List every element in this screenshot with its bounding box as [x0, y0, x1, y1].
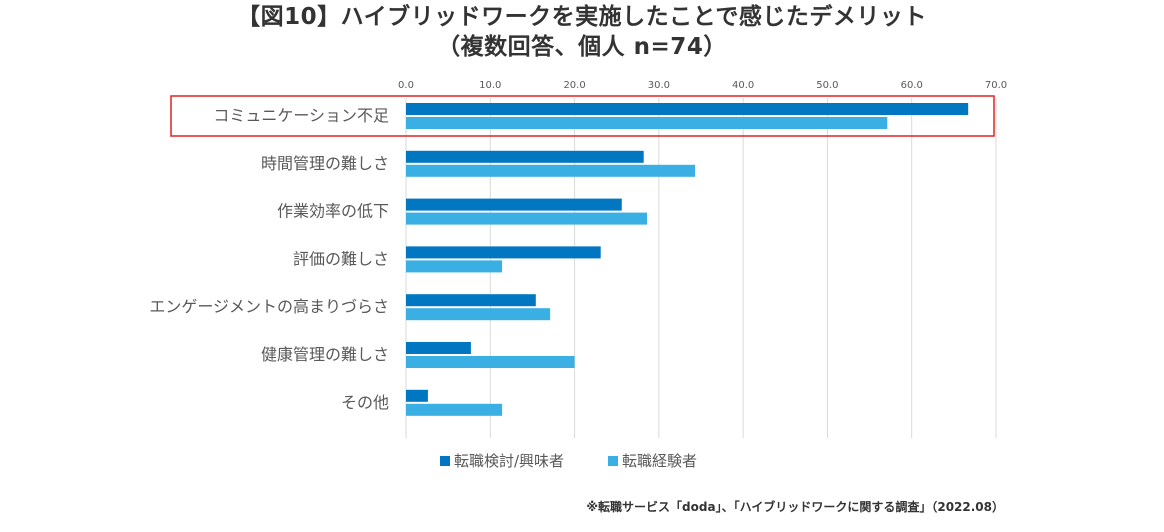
legend-label: 転職経験者 [622, 452, 697, 470]
x-tick-label: 10.0 [479, 80, 501, 91]
chart-title-line-1: 【図10】ハイブリッドワークを実施したことで感じたデメリット [237, 4, 927, 30]
bar [406, 260, 503, 273]
category-label: 時間管理の難しさ [261, 154, 389, 173]
x-tick-label: 20.0 [563, 80, 585, 91]
chart-title: 【図10】ハイブリッドワークを実施したことで感じたデメリット （複数回答、個人 … [0, 2, 1164, 62]
x-tick-label: 50.0 [816, 80, 838, 91]
category-label: 健康管理の難しさ [261, 345, 389, 364]
x-tick-label: 60.0 [901, 80, 923, 91]
x-tick-label: 0.0 [398, 80, 414, 91]
bar [406, 403, 503, 416]
category-label: その他 [341, 393, 389, 412]
bar [406, 389, 428, 402]
bar [406, 356, 575, 368]
chart-title-line-2: （複数回答、個人 n=74） [437, 34, 727, 60]
bar [406, 246, 601, 259]
bar [406, 294, 536, 307]
bar [406, 212, 648, 225]
highlight-box [170, 95, 995, 137]
category-label: 評価の難しさ [293, 249, 389, 268]
bar [406, 308, 551, 321]
x-tick-label: 70.0 [985, 80, 1007, 91]
legend-label: 転職検討/興味者 [454, 452, 564, 470]
legend-swatch [440, 456, 450, 466]
bar [406, 103, 969, 115]
x-tick-label: 30.0 [648, 80, 670, 91]
bar [406, 150, 644, 163]
category-label: エンゲージメントの高まりづらさ [149, 297, 389, 316]
bar [406, 117, 888, 129]
x-tick-label: 40.0 [732, 80, 754, 91]
bar [406, 164, 696, 177]
bar [406, 198, 622, 211]
category-label: コミュニケーション不足 [213, 106, 389, 125]
category-label: 作業効率の低下 [277, 202, 389, 221]
bar [406, 342, 471, 354]
legend-swatch [608, 456, 618, 466]
source-note: ※転職サービス「doda」、「ハイブリッドワークに関する調査」（2022.08） [586, 500, 1004, 514]
